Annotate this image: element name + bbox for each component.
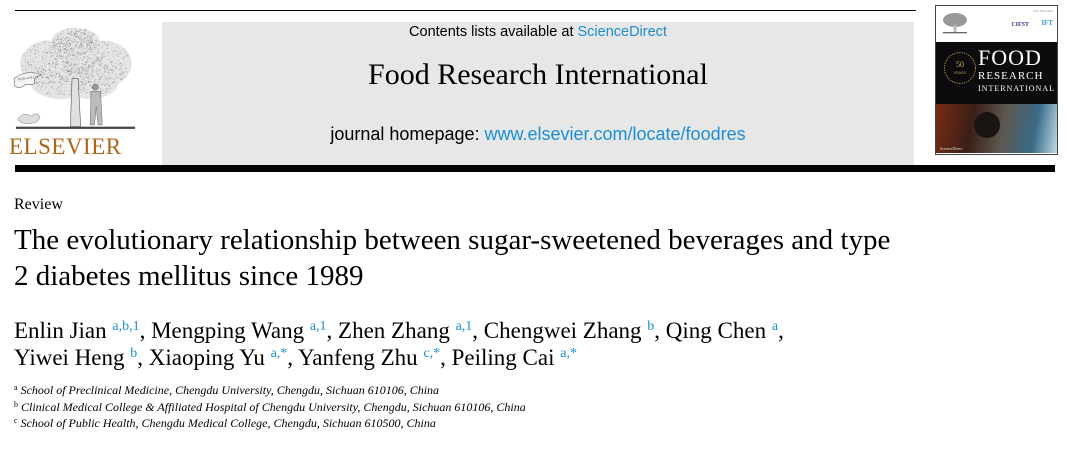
svg-text:YEARS: YEARS xyxy=(954,71,967,75)
svg-text:50: 50 xyxy=(956,60,964,69)
